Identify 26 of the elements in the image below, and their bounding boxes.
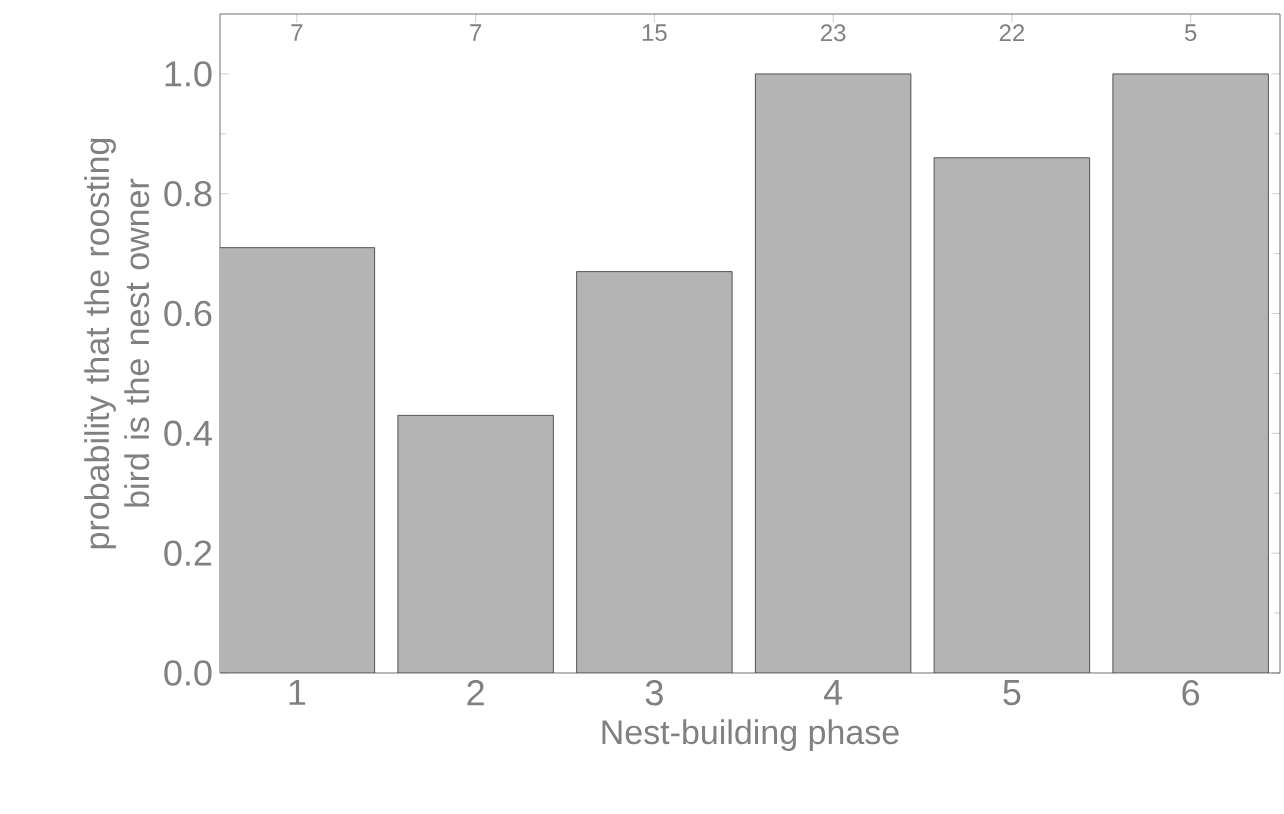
bar	[755, 73, 911, 673]
x-tick-label: 2	[467, 680, 484, 706]
bar	[1112, 73, 1269, 673]
x-axis-title: Nest-building phase	[602, 719, 899, 751]
bar	[220, 247, 375, 673]
y-tick-label: 0.2	[164, 540, 212, 566]
x-tick-label: 3	[645, 680, 663, 706]
annotation: 5	[1184, 24, 1197, 42]
bar	[576, 271, 733, 673]
bar	[397, 415, 554, 673]
annotation: 7	[470, 24, 482, 41]
x-tick-label: 6	[1182, 680, 1200, 706]
x-tick-label: 5	[1003, 680, 1021, 706]
y-tick-label: 0.0	[164, 660, 212, 686]
y-axis-title: probability that the roosting bird is the nest owner	[84, 138, 150, 549]
y-tick-label: 0.8	[164, 180, 212, 207]
x-tick-label: 4	[823, 680, 843, 705]
bar	[934, 157, 1090, 673]
annotation: 15	[642, 24, 667, 42]
x-tick-label: 1	[289, 680, 306, 705]
annotation: 7	[291, 24, 303, 41]
y-tick-label: 0.6	[164, 300, 212, 327]
y-tick-label: 1.0	[165, 61, 212, 87]
annotation: 22	[999, 24, 1025, 42]
annotation: 23	[820, 24, 846, 42]
y-tick-label: 0.4	[164, 420, 212, 447]
